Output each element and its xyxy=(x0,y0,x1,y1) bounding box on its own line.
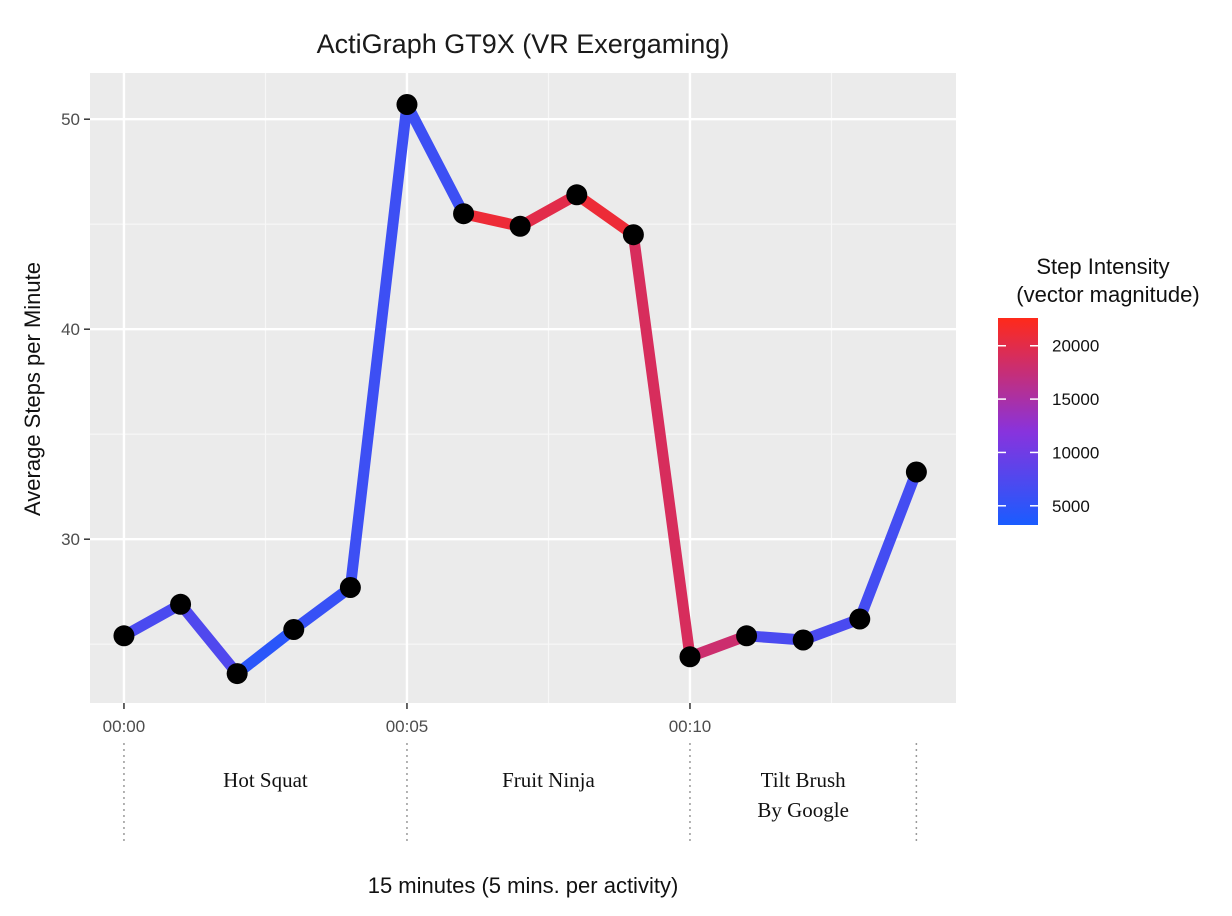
data-point xyxy=(679,646,701,668)
data-point xyxy=(905,461,927,483)
x-axis-title: 15 minutes (5 mins. per activity) xyxy=(368,873,679,898)
line-segment xyxy=(514,189,583,232)
colorbar-legend: Step Intensity (vector magnitude) 5000 10… xyxy=(998,254,1200,525)
x-tick-label: 00:10 xyxy=(669,717,712,736)
x-tick-label: 00:00 xyxy=(103,717,146,736)
data-point xyxy=(849,608,871,630)
data-point xyxy=(113,625,135,647)
x-tick-label: 00:05 xyxy=(386,717,429,736)
line-segment xyxy=(401,99,470,220)
data-point xyxy=(792,629,814,651)
colorbar-tick-label: 15000 xyxy=(1052,390,1099,409)
data-point xyxy=(453,203,475,225)
x-axis-ticks: 00:00 00:05 00:10 xyxy=(103,703,712,736)
colorbar xyxy=(998,318,1038,525)
line-segment xyxy=(627,229,696,663)
data-point xyxy=(283,619,305,640)
line-segment xyxy=(175,598,243,680)
major-gridlines xyxy=(90,73,956,703)
y-tick-label: 40 xyxy=(61,320,80,339)
y-tick-label: 30 xyxy=(61,530,80,549)
line-segment xyxy=(231,624,300,680)
line-segment xyxy=(344,99,413,593)
y-axis-title: Average Steps per Minute xyxy=(20,262,45,516)
y-tick-label: 50 xyxy=(61,110,80,129)
data-point xyxy=(622,224,644,246)
data-point xyxy=(736,625,758,647)
data-point xyxy=(509,215,531,237)
colorbar-ticks: 5000 10000 15000 20000 xyxy=(998,337,1099,516)
y-axis-ticks: 30 40 50 xyxy=(61,110,90,549)
data-point xyxy=(339,577,361,598)
data-point xyxy=(170,593,192,615)
line-segment xyxy=(118,598,187,642)
legend-title-line-1: Step Intensity xyxy=(1036,254,1169,279)
legend-title-line-2: (vector magnitude) xyxy=(1016,282,1199,307)
activity-label: Tilt Brush xyxy=(761,768,847,792)
data-point xyxy=(566,184,588,206)
data-point xyxy=(226,663,248,685)
activity-label: Fruit Ninja xyxy=(502,768,595,792)
line-segment xyxy=(854,466,922,625)
series-points xyxy=(113,94,927,685)
plot-panel xyxy=(90,73,956,703)
line-segment xyxy=(571,189,639,241)
colorbar-tick-label: 10000 xyxy=(1052,443,1099,462)
colorbar-tick-label: 5000 xyxy=(1052,497,1090,516)
activity-labels: Hot Squat Fruit Ninja Tilt Brush By Google xyxy=(223,768,849,822)
activity-label: By Google xyxy=(757,798,849,822)
activity-dividers xyxy=(123,743,918,845)
activity-label: Hot Squat xyxy=(223,768,308,792)
chart-title: ActiGraph GT9X (VR Exergaming) xyxy=(317,29,730,59)
data-point xyxy=(396,94,418,115)
colorbar-tick-label: 20000 xyxy=(1052,337,1099,356)
line-segment xyxy=(288,582,356,635)
